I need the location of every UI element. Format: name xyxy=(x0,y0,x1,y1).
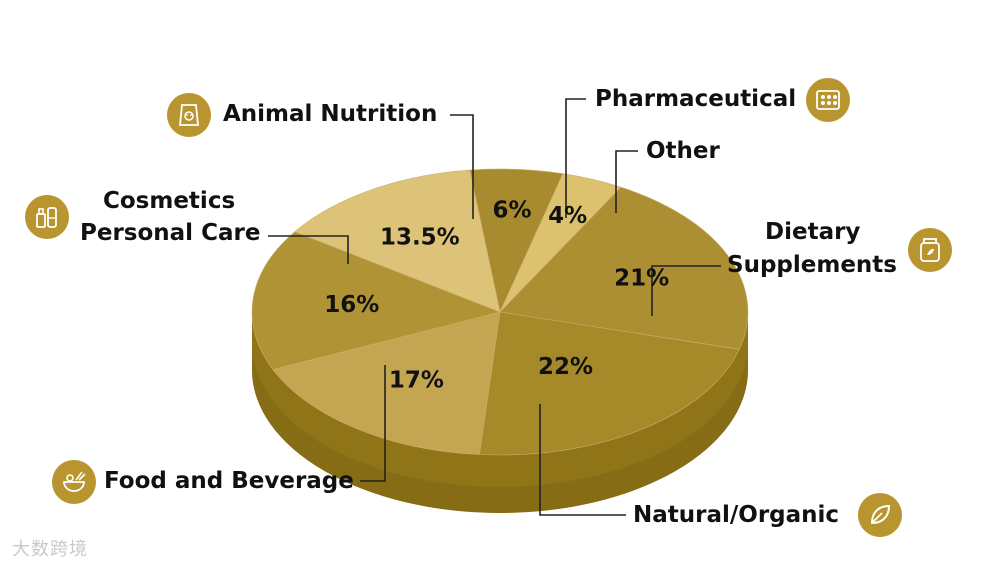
pie-side-wall xyxy=(252,312,748,513)
label-pharmaceutical: Pharmaceutical xyxy=(595,86,797,112)
pie-slice-5 xyxy=(251,231,501,370)
watermark: 大数跨境 xyxy=(12,539,88,560)
leader-line-5 xyxy=(268,235,349,264)
pct-label-1: 4% xyxy=(548,203,587,229)
leader-line-3 xyxy=(539,404,626,516)
label-dietary-line2: Supplements xyxy=(727,252,897,278)
pie-top xyxy=(251,168,749,456)
pet-food-bag-icon xyxy=(167,93,211,137)
pie-slice-6 xyxy=(294,169,501,313)
supplement-jar-icon xyxy=(908,228,952,272)
label-food: Food and Beverage xyxy=(104,468,354,494)
pie-slice-2 xyxy=(499,186,749,350)
pill-blister-icon xyxy=(806,78,850,122)
label-cosmetics-line2: Personal Care xyxy=(80,220,261,246)
leader-line-0 xyxy=(565,98,586,218)
pct-label-5: 16% xyxy=(324,292,379,318)
label-cosmetics-line1: Cosmetics xyxy=(103,188,236,214)
leader-line-2 xyxy=(651,265,721,316)
pct-label-3: 22% xyxy=(538,354,593,380)
pct-label-0: 6% xyxy=(492,197,531,223)
pct-label-2: 21% xyxy=(614,266,669,292)
leader-lines xyxy=(268,98,721,516)
pie-slice-3 xyxy=(479,311,740,456)
label-other: Other xyxy=(646,138,720,164)
percent-labels: 6% 4% 21% 22% 17% 16% 13.5% xyxy=(324,197,669,393)
label-animal: Animal Nutrition xyxy=(223,101,438,127)
leader-line-4 xyxy=(360,365,386,482)
leaf-icon xyxy=(858,493,902,537)
pct-label-4: 17% xyxy=(389,368,444,394)
leader-line-6 xyxy=(450,114,474,219)
pie-side-wall-shape xyxy=(252,312,748,513)
label-natural: Natural/Organic xyxy=(633,502,840,528)
pct-label-6: 13.5% xyxy=(380,224,460,250)
leader-line-1 xyxy=(615,150,638,213)
pie-side-shade xyxy=(252,343,748,513)
label-dietary-line1: Dietary xyxy=(765,219,861,245)
pie-slice-4 xyxy=(272,311,501,455)
cosmetics-bottles-icon xyxy=(25,195,69,239)
food-bowl-icon xyxy=(52,460,96,504)
